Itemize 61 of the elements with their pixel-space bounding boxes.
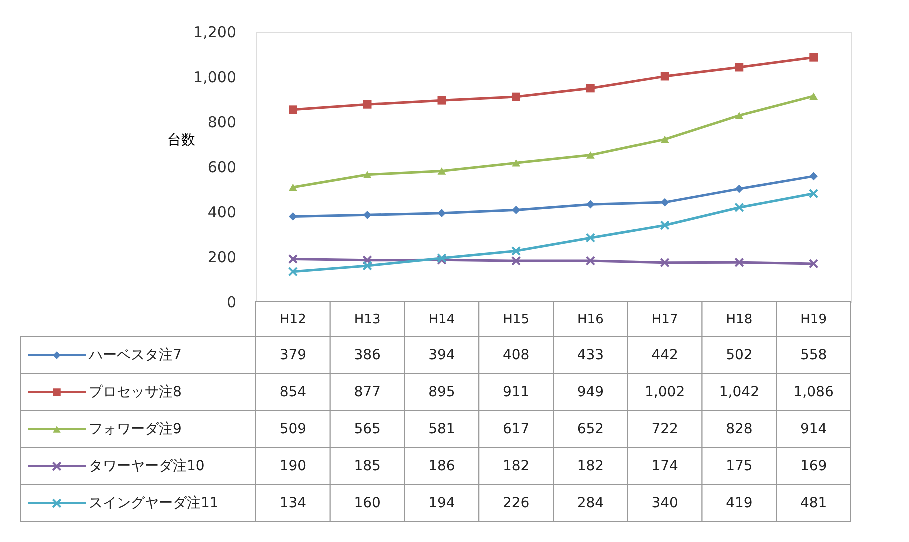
data-label: 502 <box>726 348 753 364</box>
data-label: 581 <box>428 422 456 438</box>
y-axis-title: 台数 <box>168 132 196 148</box>
data-label: 160 <box>354 496 381 512</box>
data-label: 828 <box>726 422 753 438</box>
data-label: 190 <box>280 458 307 474</box>
data-label: 340 <box>652 496 678 512</box>
data-label: 226 <box>502 496 530 512</box>
data-label: 1,086 <box>794 384 834 400</box>
data-label: 386 <box>354 348 382 364</box>
legend-label: ハーベスタ注7 <box>88 348 182 364</box>
data-label: 284 <box>577 496 604 512</box>
data-label: 182 <box>502 458 530 474</box>
legend-label: フォワーダ注9 <box>89 422 182 438</box>
data-label: 565 <box>354 422 381 438</box>
data-label: 194 <box>428 496 456 512</box>
data-label: 877 <box>354 384 381 400</box>
x-tick-label: H15 <box>503 312 530 328</box>
x-tick-label: H18 <box>726 312 753 328</box>
data-label: 174 <box>652 458 679 474</box>
data-label: 1,042 <box>719 384 760 400</box>
y-tick-label: 1,200 <box>194 24 236 42</box>
y-tick-label: 0 <box>226 294 236 312</box>
data-label: 408 <box>502 348 530 364</box>
data-label: 895 <box>428 384 456 400</box>
x-tick-label: H12 <box>280 312 306 328</box>
y-tick-label: 800 <box>208 114 236 132</box>
data-label: 558 <box>800 348 828 364</box>
legend-label: タワーヤーダ注10 <box>89 458 205 474</box>
data-label: 914 <box>800 422 828 438</box>
data-label: 854 <box>280 384 307 400</box>
data-label: 617 <box>502 422 530 438</box>
data-label: 394 <box>428 348 456 364</box>
y-tick-label: 400 <box>208 204 236 222</box>
data-label: 722 <box>652 422 678 438</box>
data-label: 186 <box>428 458 456 474</box>
data-label: 169 <box>800 458 828 474</box>
legend-label: スイングヤーダ注11 <box>89 496 219 512</box>
x-tick-label: H17 <box>652 312 678 328</box>
y-tick-label: 200 <box>208 248 236 266</box>
data-label: 185 <box>354 458 381 474</box>
legend-label: プロセッサ注8 <box>89 384 182 400</box>
data-label: 419 <box>726 496 753 512</box>
data-label: 481 <box>800 496 828 512</box>
data-label: 175 <box>726 458 753 474</box>
x-tick-label: H19 <box>800 312 827 328</box>
data-label: 509 <box>280 422 307 438</box>
data-label: 1,002 <box>645 384 686 400</box>
x-tick-label: H14 <box>428 312 456 328</box>
y-tick-label: 1,000 <box>194 68 236 86</box>
data-label: 911 <box>502 384 530 400</box>
data-label: 442 <box>652 348 678 364</box>
data-label: 652 <box>577 422 604 438</box>
y-tick-label: 600 <box>208 158 236 176</box>
x-tick-label: H13 <box>354 312 381 328</box>
x-tick-label: H16 <box>578 312 604 328</box>
data-label: 433 <box>577 348 604 364</box>
data-label: 379 <box>280 348 307 364</box>
data-label: 134 <box>280 496 307 512</box>
data-label: 182 <box>577 458 604 474</box>
data-label: 949 <box>577 384 604 400</box>
